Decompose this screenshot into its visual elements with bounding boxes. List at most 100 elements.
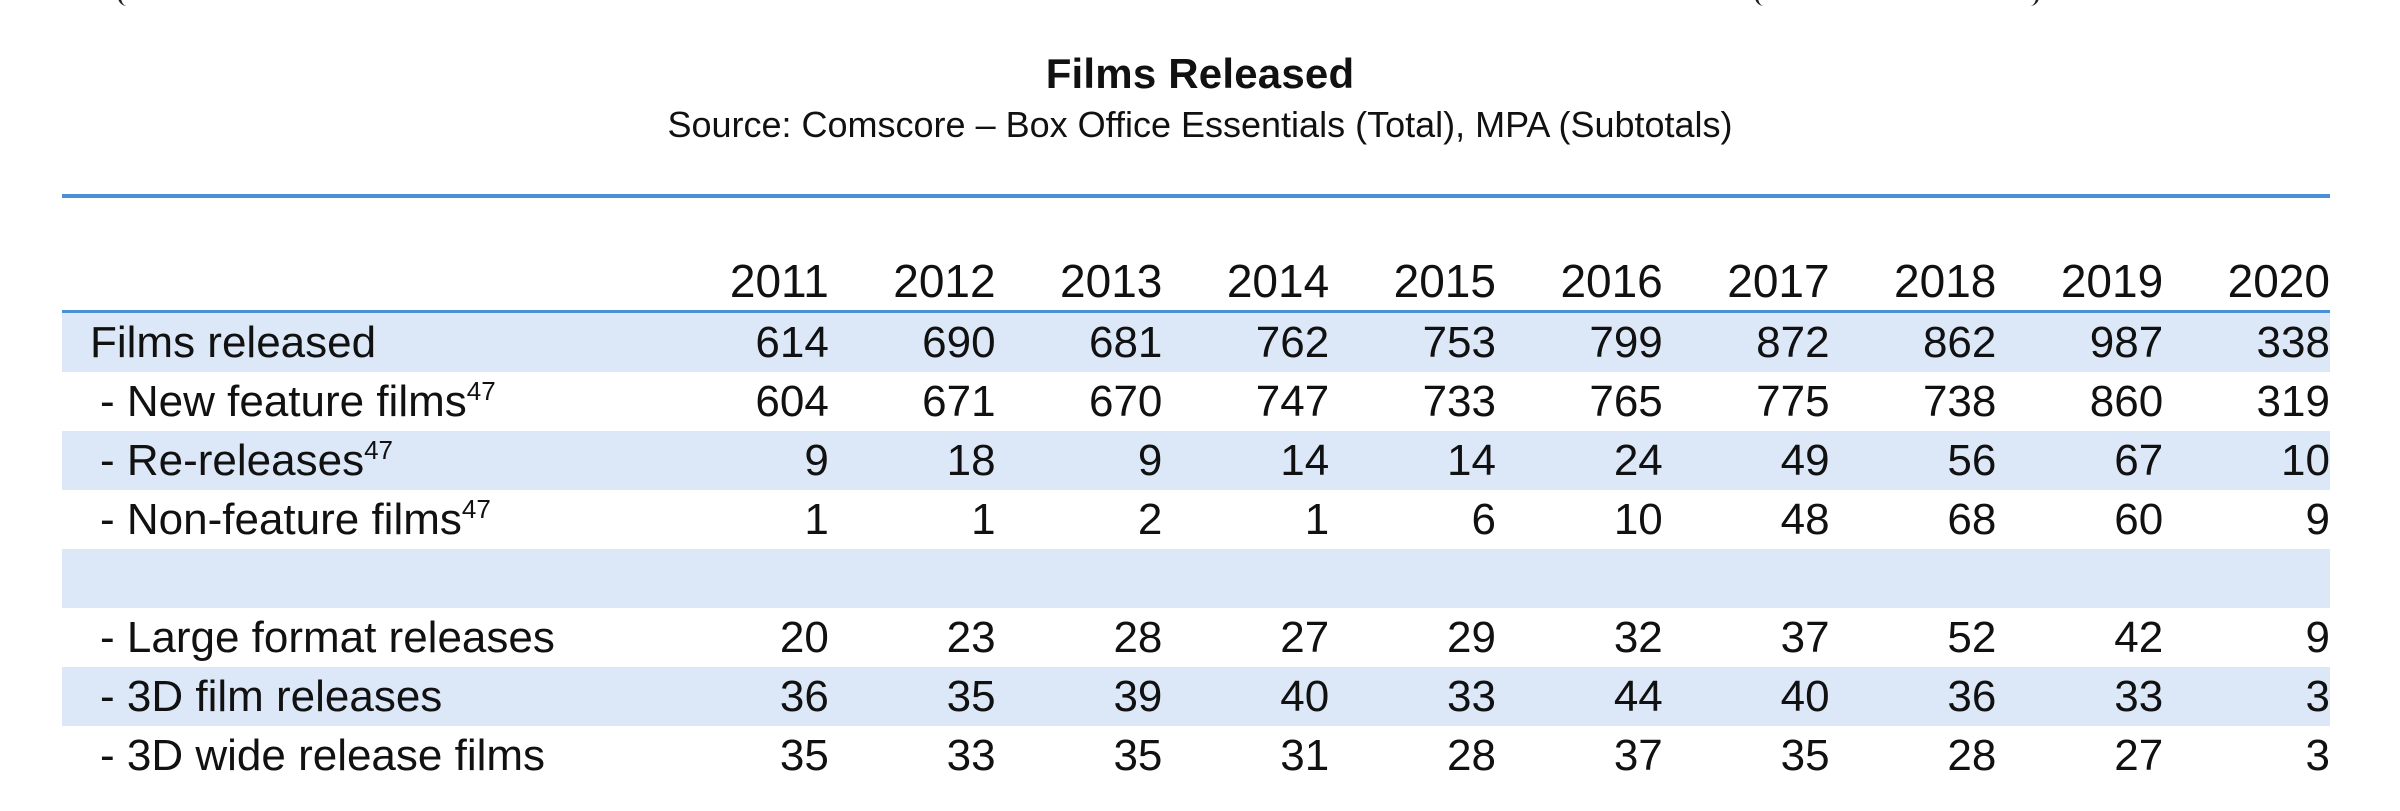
table-cell-2012: 690 — [922, 317, 996, 367]
table-header-row: 2011 2012 2013 2014 2015 2016 2017 2018 2019 2020 — [62, 254, 2330, 313]
table-cell-2014: 40 — [1280, 671, 1330, 721]
row-label-text: - New feature films — [100, 376, 467, 426]
table-cell-2019: 60 — [2114, 494, 2164, 544]
footnote-marker: 47 — [461, 493, 491, 524]
cropped-top-marks — [0, 0, 2400, 8]
table-cell-2017: 37 — [1780, 612, 1830, 662]
row-label-text: - 3D film releases — [100, 671, 443, 721]
table-cell-2014: 762 — [1255, 317, 1330, 367]
table-cell-2013: 681 — [1088, 317, 1163, 367]
table-cell-2019: 67 — [2114, 435, 2164, 485]
left-paren-fragment — [118, 0, 127, 6]
table-row — [62, 549, 2330, 608]
table-cell-2018: 738 — [1922, 376, 1997, 426]
table-cell-2017: 775 — [1756, 376, 1830, 426]
table-cell-2014: 747 — [1255, 376, 1330, 426]
table-cell-2015: 29 — [1447, 612, 1496, 662]
table-cell-2012: 23 — [946, 612, 996, 662]
table-cell-2016: 37 — [1613, 730, 1663, 780]
table-row: - 3D wide release films 35 33 35 31 28 37 35 28 2… — [62, 726, 2330, 785]
row-label: - 3D wide release films — [62, 731, 662, 781]
column-header-2014: 2014 — [1226, 255, 1330, 307]
table-cell-2016: 765 — [1589, 376, 1663, 426]
table-cell-2016: 24 — [1613, 435, 1663, 485]
table-cell-2015: 6 — [1471, 494, 1496, 544]
table-cell-2014: 27 — [1280, 612, 1330, 662]
table-cell-2012: 1 — [971, 494, 996, 544]
row-label: - Large format releases — [62, 613, 662, 663]
table-cell-2019: 987 — [2089, 317, 2164, 367]
table-cell-2011: 604 — [755, 376, 829, 426]
table-cell-2019: 42 — [2114, 612, 2164, 662]
footnote-marker: 47 — [364, 434, 394, 465]
table-cell-2011: 614 — [755, 317, 829, 367]
table-cell-2011: 35 — [779, 730, 829, 780]
row-label: - Re-releases47 — [62, 436, 662, 486]
films-released-table: 2011 2012 2013 2014 2015 2016 2017 2018 2019 2020… — [62, 254, 2330, 785]
table-cell-2016: 799 — [1589, 317, 1663, 367]
table-cell-2013: 2 — [1137, 494, 1163, 544]
table-cell-2011: 36 — [779, 671, 829, 721]
table-cell-2020: 338 — [2256, 317, 2330, 367]
table-cell-2017: 48 — [1780, 494, 1830, 544]
table-cell-2017: 872 — [1756, 317, 1830, 367]
row-label-text: Films released — [90, 317, 377, 367]
column-header-2019: 2019 — [2060, 255, 2164, 307]
right-paren-fragment — [2030, 0, 2039, 6]
row-label-text: - Large format releases — [100, 612, 555, 662]
table-cell-2015: 14 — [1447, 435, 1496, 485]
table-cell-2016: 10 — [1613, 494, 1663, 544]
table-cell-2013: 35 — [1113, 730, 1163, 780]
column-header-2016: 2016 — [1560, 255, 1663, 307]
table-cell-2018: 56 — [1947, 435, 1997, 485]
column-header-2020: 2020 — [2227, 255, 2330, 307]
table-row: - Non-feature films47 1 1 2 1 6 10 48 68 60 9 — [62, 490, 2330, 549]
table-cell-2015: 28 — [1447, 730, 1496, 780]
table-cell-2017: 49 — [1780, 435, 1830, 485]
table-cell-2014: 31 — [1280, 730, 1330, 780]
table-cell-2011: 20 — [779, 612, 829, 662]
table-cell-2016: 32 — [1613, 612, 1663, 662]
table-cell-2017: 35 — [1780, 730, 1830, 780]
chart-subtitle: Source: Comscore – Box Office Essentials… — [667, 104, 1733, 145]
table-cell-2012: 35 — [946, 671, 996, 721]
table-cell-2020: 9 — [2305, 612, 2330, 662]
row-label-text: - 3D wide release films — [100, 730, 546, 780]
table-cell-2020: 319 — [2256, 376, 2330, 426]
table-cell-2018: 36 — [1947, 671, 1997, 721]
row-label: - New feature films47 — [62, 377, 662, 427]
paren-fragment — [1755, 0, 1764, 6]
row-label-text: - Re-releases — [100, 435, 365, 485]
table-cell-2014: 14 — [1280, 435, 1330, 485]
table-cell-2012: 18 — [946, 435, 996, 485]
table-cell-2020: 10 — [2281, 435, 2330, 485]
table-row: - Re-releases47 9 18 9 14 14 24 49 56 67 10 — [62, 431, 2330, 490]
table-cell-2015: 733 — [1422, 376, 1496, 426]
table-cell-2011: 9 — [804, 435, 829, 485]
row-label: - Non-feature films47 — [62, 495, 662, 545]
table-cell-2015: 33 — [1447, 671, 1496, 721]
table-cell-2019: 27 — [2114, 730, 2164, 780]
chart-title: Films Released — [1045, 50, 1355, 97]
table-cell-2018: 28 — [1947, 730, 1997, 780]
table-cell-2016: 44 — [1613, 671, 1663, 721]
table-cell-2015: 753 — [1422, 317, 1496, 367]
table-row: - New feature films47 604 671 670 747 733 765 7… — [62, 372, 2330, 431]
table-row: - 3D film releases 36 35 39 40 33 44 40 36 33 3 — [62, 667, 2330, 726]
footnote-marker: 47 — [466, 375, 496, 406]
table-cell-2013: 28 — [1113, 612, 1163, 662]
title-divider — [62, 194, 2330, 198]
table-row: Films released 614 690 681 762 753 799 872 862 98… — [62, 313, 2330, 372]
table-cell-2018: 52 — [1947, 612, 1997, 662]
table-cell-2020: 3 — [2305, 671, 2330, 721]
column-header-2012: 2012 — [893, 255, 996, 307]
table-cell-2019: 33 — [2114, 671, 2164, 721]
column-header-2017: 2017 — [1727, 255, 1830, 307]
table-cell-2018: 68 — [1947, 494, 1997, 544]
table-cell-2011: 1 — [804, 494, 829, 544]
table-cell-2013: 39 — [1113, 671, 1163, 721]
table-cell-2017: 40 — [1780, 671, 1830, 721]
table-cell-2020: 3 — [2305, 730, 2330, 780]
table-row: - Large format releases 20 23 28 27 29 32 37 52 4… — [62, 608, 2330, 667]
table-body: Films released 614 690 681 762 753 799 872 862 98… — [62, 313, 2330, 785]
